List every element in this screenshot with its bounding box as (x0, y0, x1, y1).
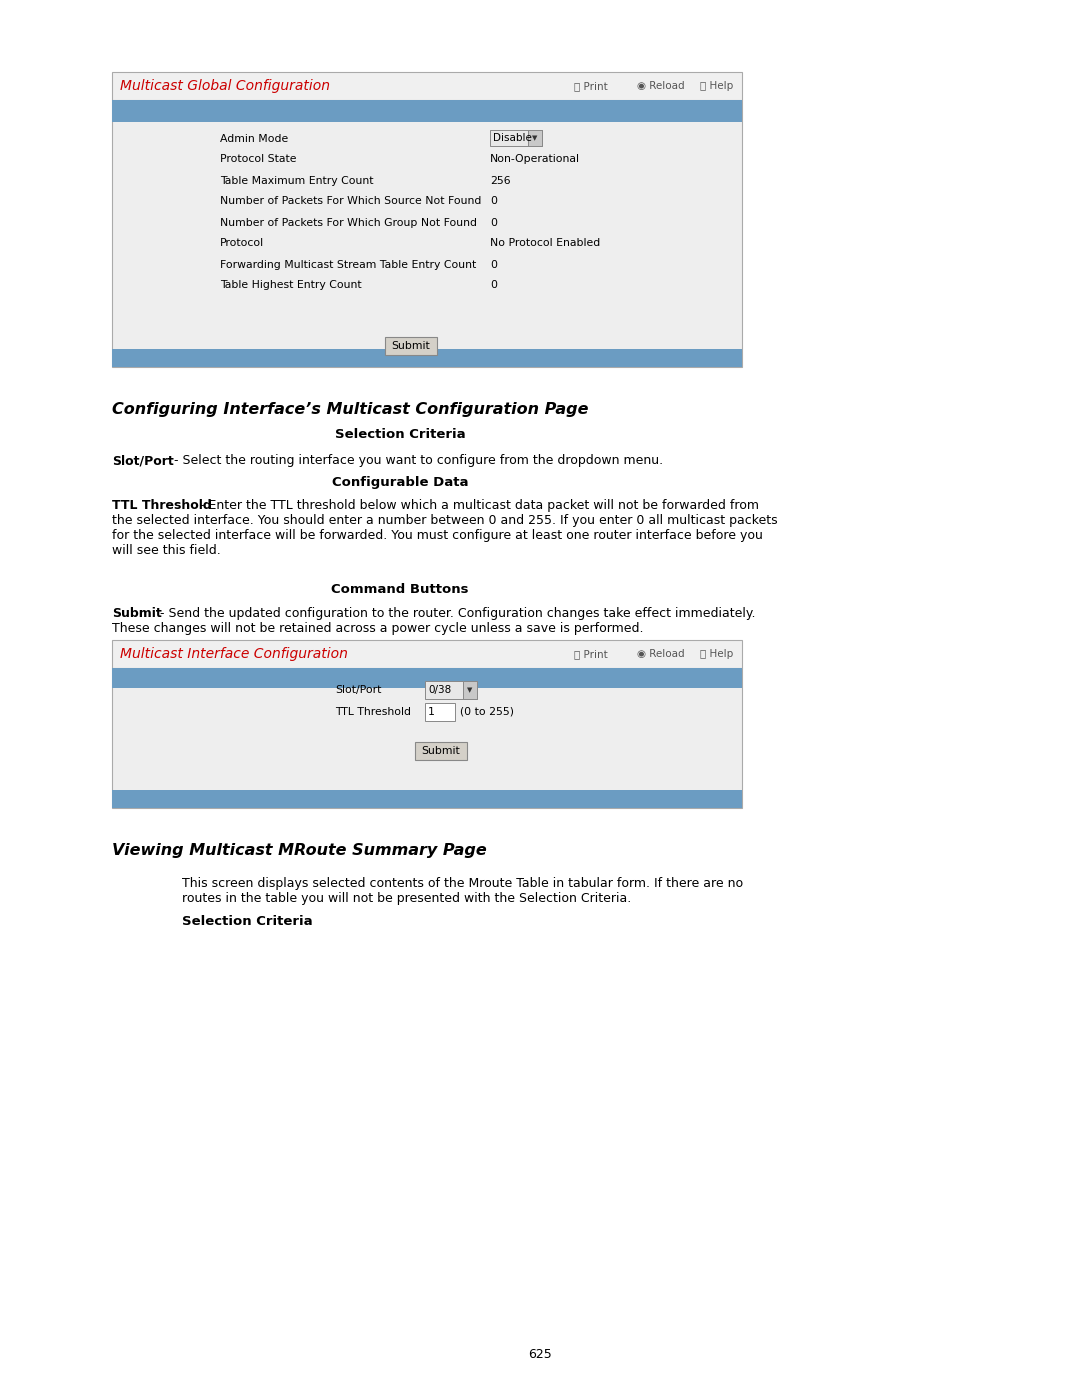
Text: This screen displays selected contents of the Mroute Table in tabular form. If t: This screen displays selected contents o… (183, 877, 743, 890)
Text: 🖨 Print: 🖨 Print (573, 650, 608, 659)
Text: These changes will not be retained across a power cycle unless a save is perform: These changes will not be retained acros… (112, 622, 644, 636)
Text: Selection Criteria: Selection Criteria (335, 427, 465, 441)
Text: 0: 0 (490, 218, 497, 228)
Bar (112, 349, 742, 367)
Text: ◉ Reload: ◉ Reload (637, 81, 685, 91)
Bar (112, 789, 742, 807)
Text: 0: 0 (490, 260, 497, 270)
Text: Protocol: Protocol (220, 239, 265, 249)
Text: Viewing Multicast MRoute Summary Page: Viewing Multicast MRoute Summary Page (112, 842, 487, 858)
Text: Table Highest Entry Count: Table Highest Entry Count (220, 281, 362, 291)
Text: Configurable Data: Configurable Data (332, 476, 469, 489)
Bar (426, 680, 477, 698)
Text: Admin Mode: Admin Mode (220, 134, 288, 144)
Text: the selected interface. You should enter a number between 0 and 255. If you ente: the selected interface. You should enter… (112, 514, 778, 527)
Text: - Select the routing interface you want to configure from the dropdown menu.: - Select the routing interface you want … (170, 454, 663, 467)
Text: for the selected interface will be forwarded. You must configure at least one ro: for the selected interface will be forwa… (112, 529, 762, 542)
Text: Command Buttons: Command Buttons (332, 583, 469, 597)
Text: TTL Threshold: TTL Threshold (335, 707, 411, 717)
Text: Configuring Interface’s Multicast Configuration Page: Configuring Interface’s Multicast Config… (112, 402, 589, 416)
Text: 1: 1 (428, 707, 435, 717)
Text: Multicast Interface Configuration: Multicast Interface Configuration (120, 647, 348, 661)
Text: 🖨 Print: 🖨 Print (573, 81, 608, 91)
Bar (384, 337, 437, 355)
Text: ▼: ▼ (532, 136, 538, 141)
Bar (112, 73, 742, 101)
Bar (528, 130, 542, 147)
Text: Number of Packets For Which Group Not Found: Number of Packets For Which Group Not Fo… (220, 218, 477, 228)
Bar (490, 130, 542, 147)
Text: Table Maximum Entry Count: Table Maximum Entry Count (220, 176, 374, 186)
Text: ❔ Help: ❔ Help (700, 81, 733, 91)
Bar (112, 101, 742, 367)
Text: ◉ Reload: ◉ Reload (637, 650, 685, 659)
Bar (415, 742, 467, 760)
Text: No Protocol Enabled: No Protocol Enabled (490, 239, 600, 249)
Text: ▼: ▼ (468, 687, 473, 693)
Text: will see this field.: will see this field. (112, 543, 220, 557)
Text: ❔ Help: ❔ Help (700, 650, 733, 659)
Bar (112, 668, 742, 687)
Text: 0/38: 0/38 (428, 685, 451, 694)
Text: Submit: Submit (421, 746, 460, 756)
Text: (0 to 255): (0 to 255) (460, 707, 514, 717)
Bar (426, 703, 455, 721)
Text: Submit: Submit (392, 341, 430, 351)
Text: Forwarding Multicast Stream Table Entry Count: Forwarding Multicast Stream Table Entry … (220, 260, 476, 270)
Bar (112, 668, 742, 807)
Text: 0: 0 (490, 281, 497, 291)
Text: Protocol State: Protocol State (220, 155, 297, 165)
Text: TTL Threshold: TTL Threshold (112, 499, 212, 511)
Text: Number of Packets For Which Source Not Found: Number of Packets For Which Source Not F… (220, 197, 482, 207)
Text: Disable: Disable (492, 133, 531, 142)
Text: Submit: Submit (112, 608, 162, 620)
Bar (463, 680, 477, 698)
Text: - Enter the TTL threshold below which a multicast data packet will not be forwar: - Enter the TTL threshold below which a … (195, 499, 759, 511)
Bar (112, 640, 742, 668)
Bar (112, 101, 742, 122)
Text: Multicast Global Configuration: Multicast Global Configuration (120, 80, 330, 94)
Text: Non-Operational: Non-Operational (490, 155, 580, 165)
Text: 256: 256 (490, 176, 511, 186)
Text: Slot/Port: Slot/Port (335, 685, 381, 694)
Text: routes in the table you will not be presented with the Selection Criteria.: routes in the table you will not be pres… (183, 893, 631, 905)
Text: Selection Criteria: Selection Criteria (183, 915, 312, 928)
Text: 0: 0 (490, 197, 497, 207)
Text: Slot/Port: Slot/Port (112, 454, 174, 467)
Text: - Send the updated configuration to the router. Configuration changes take effec: - Send the updated configuration to the … (156, 608, 756, 620)
Text: 625: 625 (528, 1348, 552, 1362)
